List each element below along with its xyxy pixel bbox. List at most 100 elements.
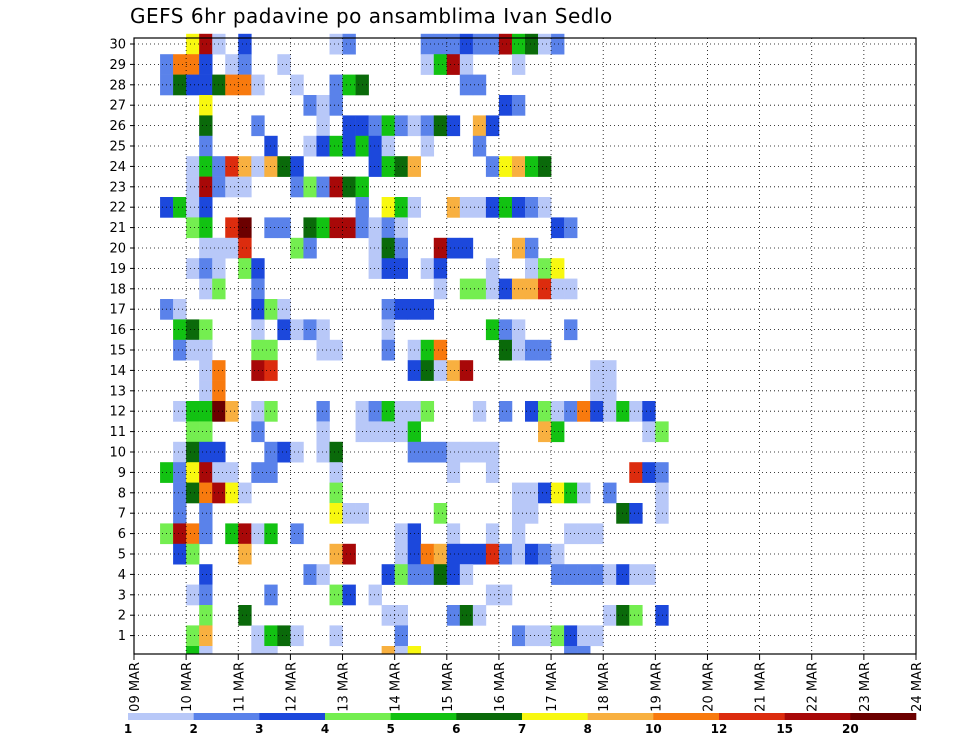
- heatmap-cell: [316, 401, 330, 422]
- heatmap-cell: [381, 605, 395, 626]
- heatmap-cell: [603, 360, 617, 381]
- y-axis-member-ticks: 1234567891011121314151617181920212223242…: [109, 38, 134, 644]
- heatmap-cell: [538, 258, 552, 279]
- heatmap-cell: [472, 441, 487, 463]
- heatmap-cell: [186, 54, 200, 75]
- heatmap-cell: [629, 564, 643, 585]
- heatmap-cell: [199, 421, 213, 443]
- colorbar-swatch: [259, 713, 326, 720]
- heatmap-cell: [277, 156, 291, 177]
- heatmap-cell: [551, 33, 565, 55]
- heatmap-cell: [199, 74, 213, 96]
- heatmap-cell: [199, 95, 213, 116]
- plot-frame: [133, 37, 917, 655]
- heatmap-cell: [173, 523, 187, 545]
- heatmap-cell: [642, 564, 656, 585]
- heatmap-cell: [498, 278, 513, 300]
- heatmap-cell: [173, 462, 187, 483]
- heatmap-cell: [238, 156, 252, 177]
- heatmap-cell: [394, 421, 408, 443]
- colorbar-label: 1: [124, 722, 132, 736]
- heatmap-cell: [551, 482, 565, 504]
- heatmap-cell: [381, 646, 395, 655]
- heatmap-cell: [590, 564, 604, 585]
- heatmap-cell: [420, 135, 435, 157]
- heatmap-cell: [498, 543, 513, 565]
- y-tick-label: 16: [109, 323, 126, 338]
- heatmap-cell: [485, 258, 500, 279]
- heatmap-cell: [538, 482, 552, 504]
- heatmap-cell: [394, 237, 408, 259]
- heatmap-cell: [603, 564, 617, 585]
- heatmap-cell: [446, 54, 461, 75]
- x-tick-label: 16 MAR: [493, 662, 508, 712]
- heatmap-cell: [603, 401, 617, 422]
- heatmap-cell: [251, 258, 265, 279]
- heatmap-cell: [381, 197, 395, 218]
- heatmap-cell: [394, 401, 408, 422]
- heatmap-cell: [655, 421, 669, 443]
- heatmap-cell: [238, 237, 252, 259]
- heatmap-cell: [329, 625, 343, 647]
- heatmap-cell: [472, 74, 487, 96]
- y-tick-label: 23: [109, 180, 126, 195]
- heatmap-cell: [225, 482, 239, 504]
- colorbar-swatch: [390, 713, 457, 720]
- y-tick-label: 12: [109, 405, 126, 420]
- heatmap-cell: [642, 462, 656, 483]
- heatmap-cell: [538, 156, 552, 177]
- heatmap-cell: [498, 584, 513, 606]
- heatmap-cell: [433, 564, 448, 585]
- chart-title: GEFS 6hr padavine po ansamblima Ivan Sed…: [130, 4, 613, 28]
- heatmap-cell: [238, 217, 252, 239]
- y-tick-label: 13: [109, 384, 126, 399]
- heatmap-cell: [186, 197, 200, 218]
- heatmap-cell: [277, 54, 291, 75]
- heatmap-cell: [538, 543, 552, 565]
- heatmap-cell: [498, 339, 513, 361]
- heatmap-cell: [433, 278, 448, 300]
- heatmap-cell: [251, 319, 265, 341]
- x-tick-label: 14 MAR: [389, 662, 404, 712]
- heatmap-cell: [238, 543, 252, 565]
- x-tick-label: 23 MAR: [858, 662, 873, 712]
- heatmap-cell: [199, 33, 213, 55]
- heatmap-cell: [225, 237, 239, 259]
- heatmap-cell: [433, 54, 448, 75]
- heatmap-cell: [329, 339, 343, 361]
- heatmap-cell: [251, 74, 265, 96]
- heatmap-cell: [655, 462, 669, 483]
- colorbar-swatch: [456, 713, 523, 720]
- heatmap-cell: [186, 156, 200, 177]
- y-tick-label: 6: [118, 527, 126, 542]
- heatmap-cell: [394, 217, 408, 239]
- colorbar-swatch: [325, 713, 391, 720]
- heatmap-cell: [577, 523, 591, 545]
- heatmap-cell: [368, 401, 382, 422]
- heatmap-cell: [173, 543, 187, 565]
- heatmap-cell: [199, 217, 213, 239]
- heatmap-cell: [577, 625, 591, 647]
- y-tick-label: 22: [109, 201, 126, 216]
- heatmap-cell: [342, 584, 356, 606]
- heatmap-cell: [368, 115, 382, 137]
- heatmap-cell: [420, 401, 435, 422]
- heatmap-cell: [225, 74, 239, 96]
- heatmap-cell: [420, 564, 435, 585]
- y-tick-label: 1: [118, 629, 126, 644]
- heatmap-cell: [485, 33, 500, 55]
- heatmap-cell: [498, 156, 513, 177]
- colorbar-swatch: [784, 713, 851, 720]
- y-tick-label: 3: [118, 588, 126, 603]
- y-tick-label: 8: [118, 486, 126, 501]
- heatmap-cell: [368, 258, 382, 279]
- heatmap-cell: [590, 360, 604, 381]
- heatmap-cell: [225, 462, 239, 483]
- y-tick-label: 10: [109, 446, 126, 461]
- heatmap-cell: [225, 54, 239, 75]
- heatmap-cell: [368, 237, 382, 259]
- heatmap-cell: [199, 625, 213, 647]
- heatmap-cell: [173, 74, 187, 96]
- y-tick-label: 19: [109, 262, 126, 277]
- heatmap-cell: [603, 482, 617, 504]
